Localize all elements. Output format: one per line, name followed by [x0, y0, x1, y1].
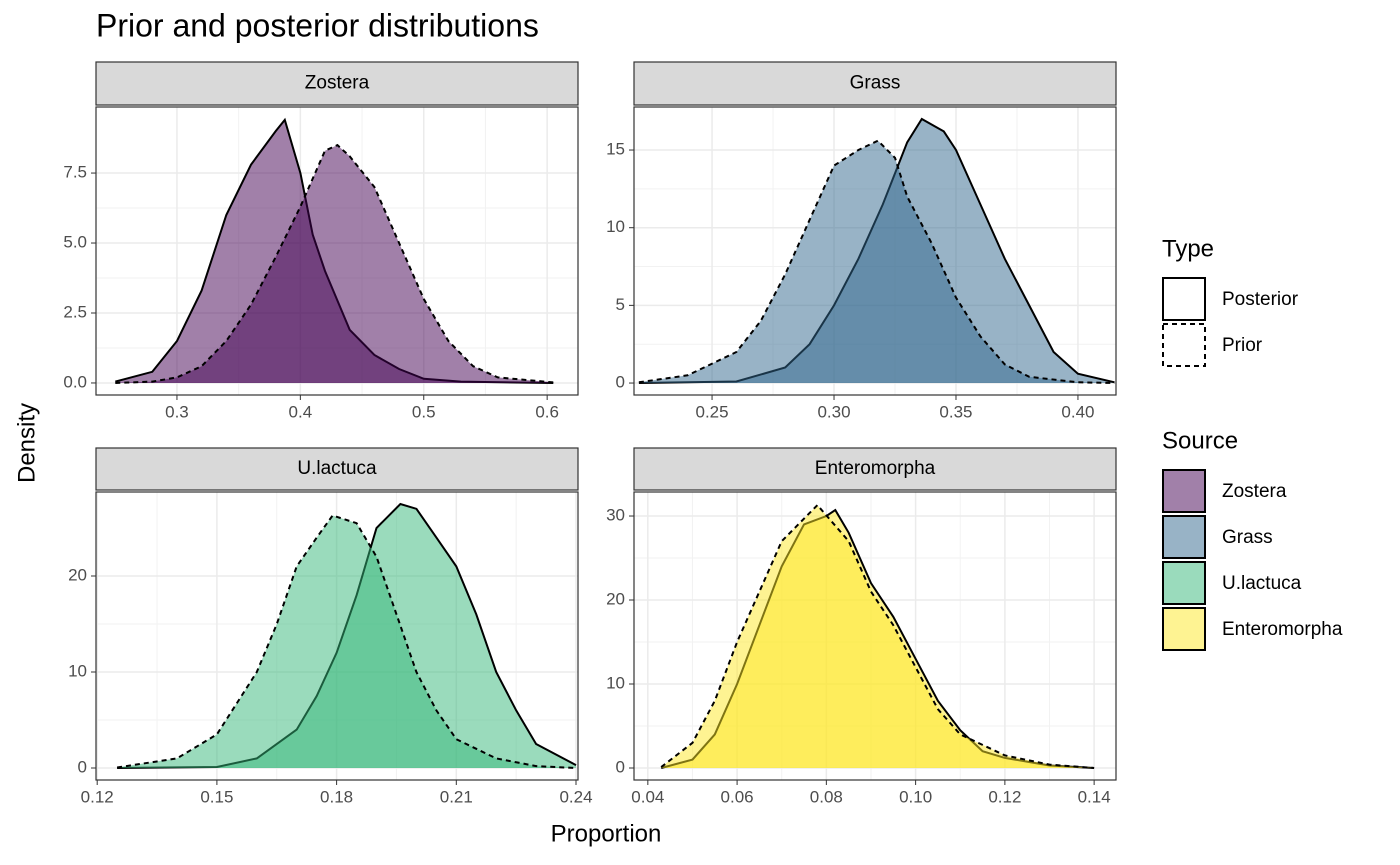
- y-tick-label: 0: [78, 757, 87, 776]
- legend-key: [1162, 323, 1206, 367]
- y-tick-label: 0: [616, 373, 625, 392]
- x-tick-label: 0.24: [559, 787, 592, 806]
- legend-label: U.lactuca: [1222, 573, 1302, 594]
- y-tick-label: 15: [606, 140, 625, 159]
- legend-key: [1162, 607, 1206, 651]
- y-tick-label: 0.0: [63, 372, 87, 391]
- legend-title: Type: [1162, 235, 1214, 262]
- x-tick-label: 0.30: [817, 402, 850, 421]
- x-tick-label: 0.14: [1078, 787, 1111, 806]
- y-tick-label: 20: [68, 565, 87, 584]
- y-tick-label: 2.5: [63, 302, 87, 321]
- x-tick-label: 0.18: [320, 787, 353, 806]
- x-axis-title: Proportion: [551, 820, 662, 847]
- x-tick-label: 0.4: [289, 402, 313, 421]
- x-tick-label: 0.3: [165, 402, 189, 421]
- legend-key: [1162, 561, 1206, 605]
- x-tick-label: 0.40: [1061, 402, 1094, 421]
- x-tick-label: 0.25: [696, 402, 729, 421]
- y-tick-label: 20: [606, 589, 625, 608]
- strip-label: Grass: [850, 73, 901, 94]
- density-area: [638, 140, 1115, 384]
- density-area: [115, 145, 554, 383]
- x-tick-label: 0.12: [988, 787, 1021, 806]
- y-axis-title: Density: [13, 403, 40, 483]
- x-tick-label: 0.5: [412, 402, 436, 421]
- density-line: [116, 514, 577, 769]
- panel-border: [95, 491, 579, 781]
- y-tick-label: 7.5: [63, 163, 87, 182]
- legend-title: Source: [1162, 427, 1238, 454]
- density-line: [660, 503, 1095, 769]
- strip: [95, 447, 579, 491]
- density-line: [115, 143, 554, 384]
- legend-label: Zostera: [1222, 481, 1287, 502]
- panel-border: [633, 491, 1117, 781]
- density-area: [115, 119, 554, 384]
- x-tick-label: 0.35: [939, 402, 972, 421]
- x-tick-label: 0.6: [535, 402, 559, 421]
- panel-border: [95, 106, 579, 396]
- panel-border: [633, 106, 1117, 396]
- density-area: [117, 515, 576, 768]
- strip: [95, 61, 579, 106]
- x-tick-label: 0.15: [200, 787, 233, 806]
- y-tick-label: 10: [606, 217, 625, 236]
- strip-label: U.lactuca: [297, 458, 377, 479]
- y-tick-label: 5.0: [63, 233, 87, 252]
- legend-label: Enteromorpha: [1222, 619, 1343, 640]
- y-tick-label: 10: [68, 661, 87, 680]
- density-line: [638, 139, 1115, 384]
- chart-title: Prior and posterior distributions: [96, 7, 539, 43]
- y-tick-label: 10: [606, 673, 625, 692]
- x-tick-label: 0.10: [899, 787, 932, 806]
- x-tick-label: 0.06: [721, 787, 754, 806]
- x-tick-label: 0.08: [810, 787, 843, 806]
- strip: [633, 61, 1117, 106]
- y-tick-label: 30: [606, 506, 625, 525]
- legend-label: Posterior: [1222, 289, 1299, 310]
- y-tick-label: 5: [616, 295, 625, 314]
- legend-label: Grass: [1222, 527, 1273, 548]
- strip: [633, 447, 1117, 491]
- y-tick-label: 0: [616, 757, 625, 776]
- legend-label: Prior: [1222, 335, 1263, 356]
- x-tick-label: 0.12: [81, 787, 114, 806]
- strip-label: Enteromorpha: [815, 458, 936, 479]
- strip-label: Zostera: [305, 73, 370, 94]
- x-tick-label: 0.04: [631, 787, 664, 806]
- legend-key: [1162, 277, 1206, 321]
- legend-key: [1162, 515, 1206, 559]
- x-tick-label: 0.21: [440, 787, 473, 806]
- legend-key: [1162, 469, 1206, 513]
